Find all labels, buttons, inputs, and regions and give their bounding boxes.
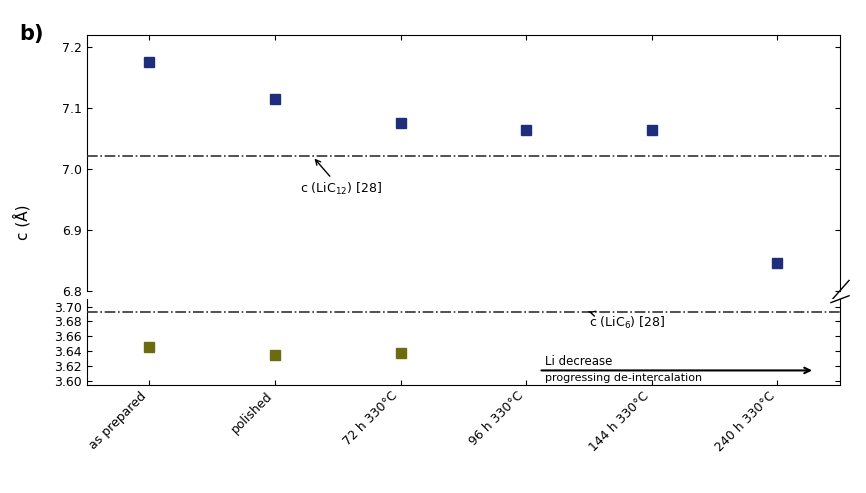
Text: c (Å): c (Å)	[13, 204, 30, 240]
Text: b): b)	[19, 24, 43, 44]
Text: c (LiC$_{6}$) [28]: c (LiC$_{6}$) [28]	[589, 311, 665, 331]
Text: Li decrease: Li decrease	[545, 355, 612, 368]
Text: progressing de-intercalation: progressing de-intercalation	[545, 373, 702, 383]
Text: c (LiC$_{12}$) [28]: c (LiC$_{12}$) [28]	[300, 160, 382, 197]
